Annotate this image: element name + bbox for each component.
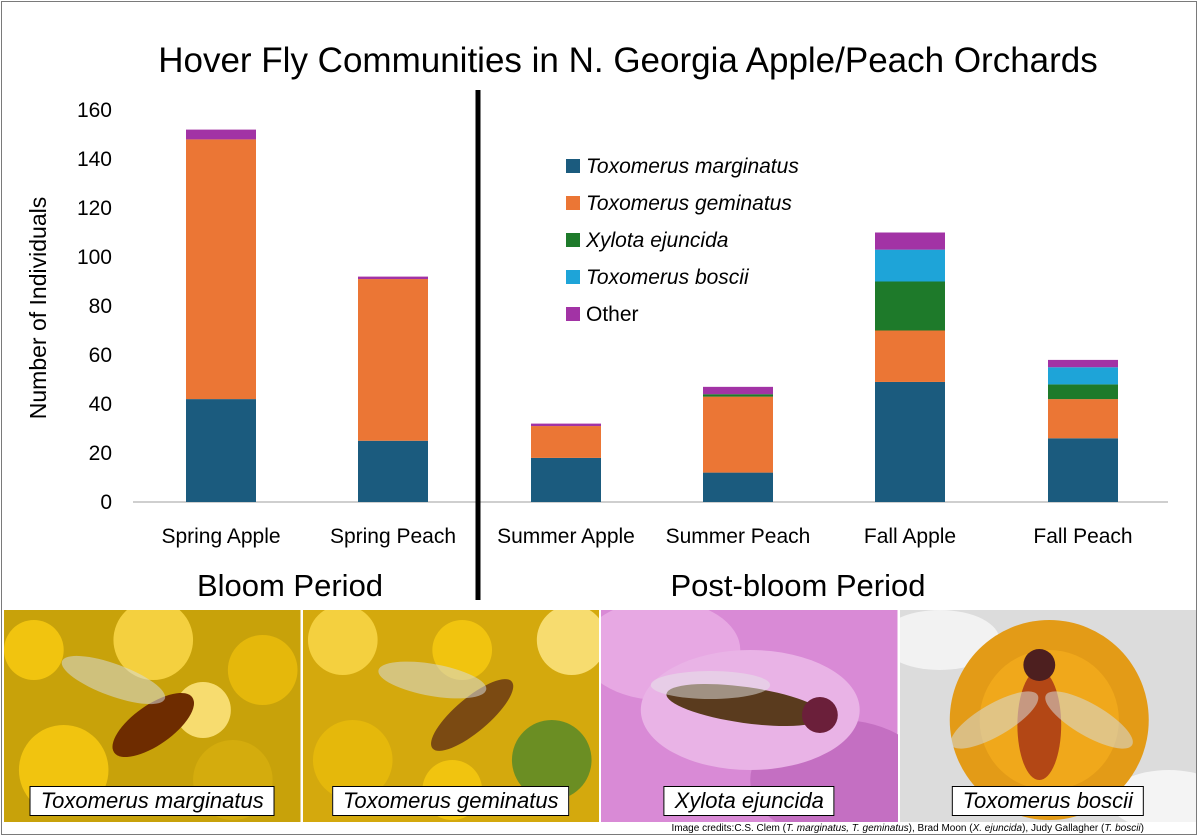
y-tick-label: 80 xyxy=(89,295,112,318)
credits-prefix: Image credits:C.S. Clem ( xyxy=(671,823,786,834)
photo-strip: Toxomerus marginatus Toxomerus geminatus… xyxy=(4,610,1196,822)
y-tick-label: 140 xyxy=(77,148,112,171)
y-tick-label: 60 xyxy=(89,344,112,367)
y-tick-label: 20 xyxy=(89,442,112,465)
bar-segment xyxy=(358,276,428,280)
bar-segment xyxy=(703,394,773,397)
photo-caption: Toxomerus boscii xyxy=(951,786,1144,816)
chart: Hover Fly Communities in N. Georgia Appl… xyxy=(25,41,1168,603)
legend-swatch xyxy=(566,159,580,173)
image-credits: Image credits:C.S. Clem (T. marginatus, … xyxy=(672,823,1144,834)
bar-segment xyxy=(531,457,601,502)
y-tick-label: 100 xyxy=(77,246,112,269)
bar-segment xyxy=(1048,359,1118,368)
bar-segment xyxy=(186,399,256,502)
bar-segment xyxy=(875,381,945,502)
legend-swatch xyxy=(566,307,580,321)
photo-toxomerus-marginatus: Toxomerus marginatus xyxy=(4,610,303,822)
bar-segment xyxy=(875,330,945,382)
post-bloom-period-label: Post-bloom Period xyxy=(670,568,925,603)
x-tick-labels: Spring Apple Spring Peach Summer Apple Summ… xyxy=(161,525,1132,548)
bar-stacks xyxy=(186,129,1118,502)
y-tick-label: 0 xyxy=(100,491,112,514)
legend-label: Toxomerus geminatus xyxy=(586,192,792,215)
photo-xylota-ejuncida: Xylota ejuncida xyxy=(601,610,900,822)
bar-segment xyxy=(875,232,945,250)
bar-segment xyxy=(703,386,773,395)
bar-segment xyxy=(1048,438,1118,502)
y-tick-label: 120 xyxy=(77,197,112,220)
y-axis-label: Number of Individuals xyxy=(25,197,51,419)
x-tick-label: Fall Peach xyxy=(1033,525,1132,548)
legend-label: Other xyxy=(586,303,639,326)
legend-swatch xyxy=(566,270,580,284)
photo-caption: Toxomerus marginatus xyxy=(29,786,275,816)
bar-segment xyxy=(358,440,428,502)
bar-segment xyxy=(875,249,945,282)
photo-caption: Xylota ejuncida xyxy=(663,786,835,816)
x-tick-label: Summer Apple xyxy=(497,525,635,548)
x-tick-label: Fall Apple xyxy=(864,525,956,548)
bar-segment xyxy=(1048,367,1118,385)
chart-title: Hover Fly Communities in N. Georgia Appl… xyxy=(158,41,1098,80)
y-tick-label: 40 xyxy=(89,393,112,416)
credits-c1: T. marginatus, T. geminatus xyxy=(786,823,909,834)
legend-swatch xyxy=(566,233,580,247)
bar-segment xyxy=(531,426,601,458)
bar-segment xyxy=(1048,399,1118,439)
pink-petals-photo xyxy=(601,610,898,822)
photo-toxomerus-boscii: Toxomerus boscii xyxy=(899,610,1196,822)
photo-caption: Toxomerus geminatus xyxy=(331,786,570,816)
credits-c3: T. boscii xyxy=(1104,823,1141,834)
credits-c2: X. ejuncida xyxy=(972,823,1023,834)
legend-label: Toxomerus boscii xyxy=(586,266,750,289)
credits-suffix: ) xyxy=(1140,823,1144,834)
x-tick-label: Spring Peach xyxy=(330,525,456,548)
legend-label: Xylota ejuncida xyxy=(585,229,728,252)
bar-segment xyxy=(358,279,428,441)
y-tick-labels: 0 20 40 60 80 100 120 140 160 xyxy=(77,99,112,514)
bar-segment xyxy=(1048,384,1118,400)
bar-segment xyxy=(531,423,601,427)
bar-segment xyxy=(186,139,256,400)
legend-label: Toxomerus marginatus xyxy=(586,155,799,178)
bar-segment xyxy=(703,396,773,473)
bar-segment xyxy=(186,129,256,140)
bloom-period-label: Bloom Period xyxy=(197,568,383,603)
bar-segment xyxy=(875,281,945,331)
credits-m2: ), Judy Gallagher ( xyxy=(1022,823,1105,834)
legend: Toxomerus marginatus Toxomerus geminatus X… xyxy=(566,155,799,326)
x-tick-label: Spring Apple xyxy=(161,525,280,548)
bar-segment xyxy=(703,472,773,502)
legend-swatch xyxy=(566,196,580,210)
credits-m1: ), Brad Moon ( xyxy=(908,823,973,834)
x-tick-label: Summer Peach xyxy=(666,525,811,548)
photo-toxomerus-geminatus: Toxomerus geminatus xyxy=(302,610,601,822)
y-tick-label: 160 xyxy=(77,99,112,122)
